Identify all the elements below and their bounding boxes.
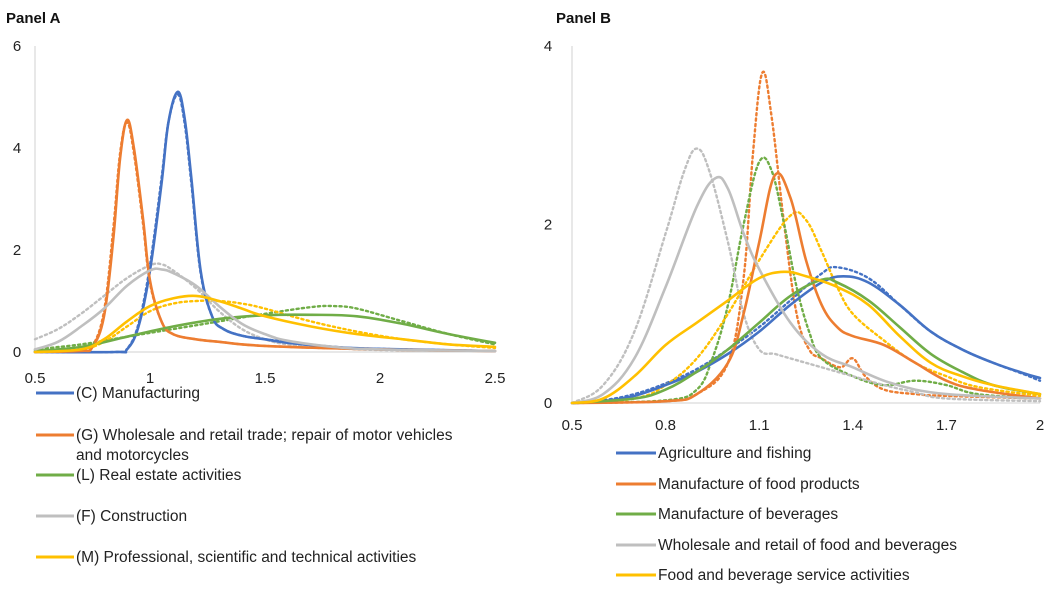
x-tick-label: 1 xyxy=(146,370,154,387)
legend-item: (G) Wholesale and retail trade; repair o… xyxy=(36,427,453,464)
series-line-solid xyxy=(33,118,497,354)
legend-item: (M) Professional, scientific and technic… xyxy=(36,549,417,566)
legend-label: (L) Real estate activities xyxy=(76,467,242,484)
series-line-solid xyxy=(33,294,497,354)
legend-item: Food and beverage service activities xyxy=(616,567,910,584)
legend-item: Manufacture of beverages xyxy=(616,506,838,523)
panel-b-title: Panel B xyxy=(556,10,611,27)
panel-a-legend: (C) Manufacturing (G) Wholesale and retai… xyxy=(36,385,453,566)
legend-item: (C) Manufacturing xyxy=(36,385,200,402)
panel-b-curves xyxy=(570,70,1042,405)
x-tick-label: 2 xyxy=(376,370,384,387)
y-tick-label: 2 xyxy=(544,217,552,234)
legend-label: (F) Construction xyxy=(76,508,187,525)
x-tick-label: 0.5 xyxy=(562,417,583,434)
legend-label: (G) Wholesale and retail trade; repair o… xyxy=(76,427,453,464)
x-tick-label: 1.4 xyxy=(842,417,863,434)
panel-a-chart: Panel A 0 2 4 6 0.5 1 1.5 2 2.5 (C) Manufacturi… xyxy=(6,10,505,566)
legend-label: Manufacture of beverages xyxy=(658,506,838,523)
panel-b-chart: Panel B 0 2 4 0.5 0.8 1.1 1.4 1.7 2 Agriculture… xyxy=(544,10,1044,584)
series-line-solid xyxy=(570,175,1042,405)
panel-a-curves xyxy=(33,90,497,354)
y-tick-label: 0 xyxy=(544,395,552,412)
legend-label: (C) Manufacturing xyxy=(76,385,200,402)
y-tick-label: 4 xyxy=(544,38,552,55)
x-tick-label: 2 xyxy=(1036,417,1044,434)
legend-item: (L) Real estate activities xyxy=(36,467,242,484)
series-line-dotted xyxy=(570,210,1042,405)
legend-label: Food and beverage service activities xyxy=(658,567,910,584)
series-line-dotted xyxy=(570,156,1042,405)
x-tick-label: 1.1 xyxy=(749,417,770,434)
panel-b-x-ticks: 0.5 0.8 1.1 1.4 1.7 2 xyxy=(562,417,1045,434)
series-line-solid xyxy=(570,172,1042,405)
legend-item: (F) Construction xyxy=(36,508,187,525)
x-tick-label: 0.8 xyxy=(655,417,676,434)
legend-label: Manufacture of food products xyxy=(658,476,860,493)
y-tick-label: 4 xyxy=(13,140,21,157)
series-line-solid xyxy=(33,90,497,354)
series-line-solid xyxy=(33,267,497,353)
legend-label: (M) Professional, scientific and technic… xyxy=(76,549,417,566)
panel-a-x-ticks: 0.5 1 1.5 2 2.5 xyxy=(25,370,506,387)
panel-a-title: Panel A xyxy=(6,10,61,27)
legend-item: Wholesale and retail of food and beverag… xyxy=(616,537,957,554)
y-tick-label: 6 xyxy=(13,38,21,55)
legend-label: Wholesale and retail of food and beverag… xyxy=(658,537,957,554)
legend-item: Manufacture of food products xyxy=(616,476,860,493)
panel-b-y-ticks: 0 2 4 xyxy=(544,38,552,412)
series-line-solid xyxy=(570,270,1042,405)
legend-item: Agriculture and fishing xyxy=(616,445,811,462)
x-tick-label: 1.5 xyxy=(255,370,276,387)
y-tick-label: 0 xyxy=(13,344,21,361)
panel-a-y-ticks: 0 2 4 6 xyxy=(13,38,21,361)
legend-label: Agriculture and fishing xyxy=(658,445,811,462)
x-tick-label: 1.7 xyxy=(936,417,957,434)
panel-b-legend: Agriculture and fishing Manufacture of fo… xyxy=(616,445,957,584)
series-line-solid xyxy=(570,275,1042,405)
series-line-dotted xyxy=(570,147,1042,405)
x-tick-label: 2.5 xyxy=(485,370,506,387)
x-tick-label: 0.5 xyxy=(25,370,46,387)
y-tick-label: 2 xyxy=(13,242,21,259)
